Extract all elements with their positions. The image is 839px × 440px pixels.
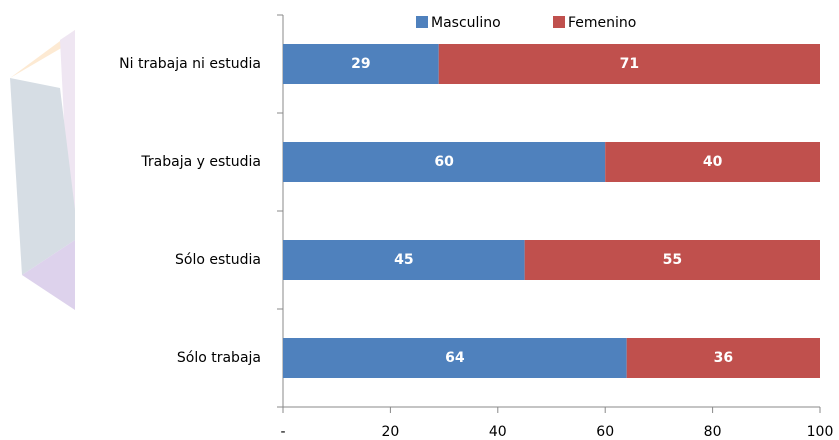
bar-segment (524, 240, 820, 280)
category-label: Ni trabaja ni estudia (119, 56, 261, 72)
category-label: Sólo estudia (175, 252, 261, 268)
legend-swatch (553, 16, 565, 28)
value-label: 36 (714, 350, 733, 366)
value-label: 40 (703, 154, 723, 170)
bar-segment (283, 142, 606, 182)
x-tick-label: 20 (381, 424, 399, 440)
x-tick-label: 60 (596, 424, 614, 440)
value-label: 45 (394, 252, 413, 268)
value-label: 71 (620, 56, 639, 72)
value-label: 60 (434, 154, 454, 170)
bar-segment (626, 338, 820, 378)
bar-segment (283, 240, 525, 280)
bar-segment (283, 338, 627, 378)
x-tick-label: 80 (704, 424, 722, 440)
value-label: 55 (663, 252, 682, 268)
x-tick-label: 40 (489, 424, 507, 440)
value-label: 29 (351, 56, 370, 72)
category-label: Sólo trabaja (177, 350, 261, 366)
bar-segment (283, 44, 439, 84)
category-label: Trabaja y estudia (140, 154, 261, 170)
decoration (10, 30, 75, 310)
x-tick-label: 100 (807, 424, 834, 440)
legend-label: Femenino (568, 15, 636, 31)
x-tick-label: - (280, 424, 285, 440)
legend-label: Masculino (431, 15, 501, 31)
value-label: 64 (445, 350, 465, 366)
bar-segment (605, 142, 820, 182)
legend-swatch (416, 16, 428, 28)
bar-segment (438, 44, 820, 84)
